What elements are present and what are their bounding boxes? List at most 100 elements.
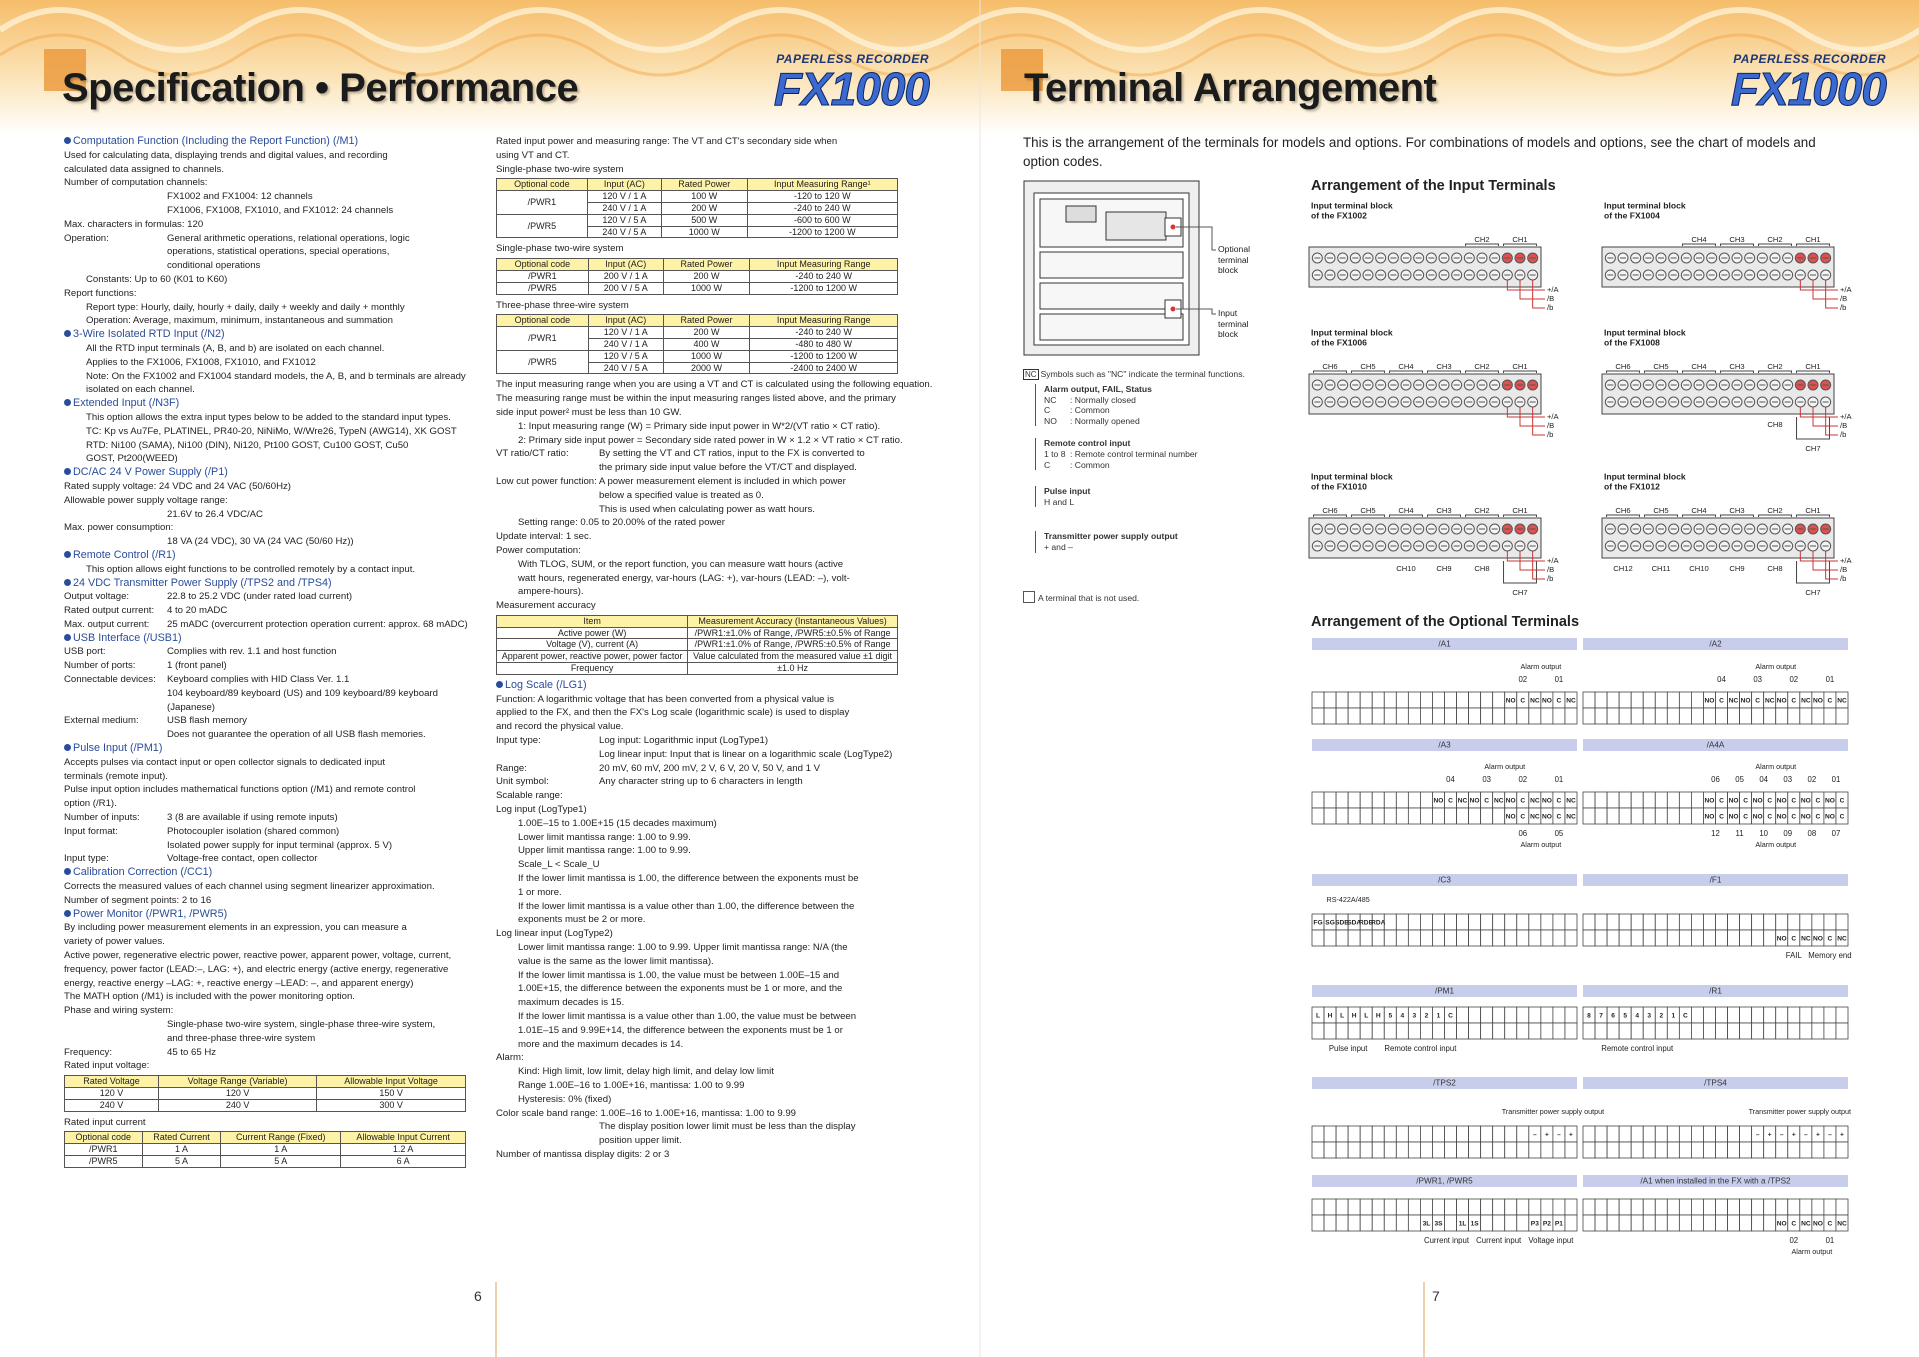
terminal-cell	[1618, 1198, 1632, 1216]
table-row: /PWR5 200 V / 5 A 1000 W -1200 to 1200 W	[496, 281, 898, 295]
terminal-label: C	[1791, 1220, 1796, 1227]
terminal-label: SG	[1325, 919, 1335, 926]
terminal-cell	[1715, 1022, 1728, 1040]
text-line: Single-phase two-wire system	[496, 163, 624, 175]
terminal-cell	[1504, 913, 1518, 931]
terminal-cell	[1407, 1214, 1421, 1232]
table-header-cell: Allowable Input Voltage	[316, 1075, 466, 1088]
terminal-cell	[1564, 1198, 1578, 1216]
text-line: ampere-hours).	[518, 586, 584, 598]
terminal-label: C	[1816, 797, 1821, 804]
terminal-cell	[1642, 691, 1656, 709]
terminal-label: NC	[1566, 813, 1576, 820]
terminal-cell	[1311, 1022, 1325, 1040]
terminal-label: NO	[1729, 797, 1739, 804]
panel-name: /PWR1, /PWR5	[1416, 1177, 1473, 1186]
terminal-label: NC	[1837, 935, 1847, 942]
terminal-label: 6	[1611, 1012, 1615, 1019]
legend-group-title: Remote control input	[1044, 438, 1131, 449]
channel-label: CH9	[1436, 564, 1451, 573]
terminal-cell	[1444, 1141, 1457, 1159]
text-line: If the lower limit mantissa is 1.00, the…	[518, 969, 840, 981]
terminal-cell	[1480, 1198, 1494, 1216]
terminal-cell	[1480, 1141, 1494, 1159]
text-line: Report functions:	[64, 287, 137, 299]
spec-label: External medium:	[64, 715, 139, 727]
table-cell: 120 V	[158, 1086, 318, 1100]
channel-bracket	[1427, 514, 1461, 517]
device-illustration	[1023, 180, 1216, 356]
signal-label: /B	[1547, 565, 1554, 574]
terminal-cell	[1492, 1022, 1506, 1040]
legend-group: Transmitter power supply output + and –	[1035, 531, 1253, 553]
table-header: Item Measurement Accuracy (Instantaneous …	[495, 614, 898, 628]
terminal-label: –	[1756, 1131, 1760, 1138]
terminal-cell	[1642, 791, 1656, 809]
terminal-cell	[1407, 913, 1421, 931]
table-header-cell: Input (AC)	[587, 314, 664, 328]
text-line: maximum decades is 15.	[518, 997, 625, 1009]
terminal-label: NO	[1753, 813, 1763, 820]
terminal-cell	[1480, 1214, 1494, 1232]
channel-label: CH3	[1729, 362, 1744, 371]
terminal-cell	[1456, 1141, 1469, 1159]
terminal-label: H	[1328, 1012, 1333, 1019]
table-header-cell: Input (AC)	[586, 178, 662, 192]
signal-leader	[1519, 551, 1545, 571]
bullet	[64, 330, 71, 338]
section: Rated input power and measuring range: T…	[496, 135, 899, 239]
terminal-cell	[1371, 807, 1385, 825]
terminal-cell	[1468, 1198, 1482, 1216]
spec-row: USB port: Complies with rev. 1.1 and host…	[64, 645, 466, 659]
section-heading: Log Scale (/LG1)	[496, 679, 898, 693]
terminal-cell	[1407, 1022, 1421, 1040]
terminal-label: NO	[1741, 697, 1751, 704]
terminal-cell	[1407, 807, 1421, 825]
terminal-cell	[1383, 791, 1397, 809]
signal-label: +/A	[1840, 412, 1853, 421]
group-label: 01	[1826, 675, 1835, 684]
text-line: Constants: Up to 60 (K01 to K60)	[86, 273, 228, 285]
text-line: If the lower limit mantissa is a value o…	[518, 900, 855, 912]
terminal-label: 3	[1647, 1012, 1651, 1019]
terminal-cell	[1678, 913, 1692, 931]
terminal-cell	[1528, 929, 1542, 947]
section: Calibration Correction (/CC1) Corrects th…	[64, 866, 466, 907]
spec-row: Unit symbol: Any character string up to 6…	[496, 775, 898, 789]
terminal-label: C	[1520, 697, 1525, 704]
terminal-cell	[1528, 1141, 1542, 1159]
terminal-cell	[1606, 791, 1620, 809]
terminal-cell	[1540, 1006, 1554, 1024]
channel-bracket	[1503, 370, 1537, 373]
group-caption: Alarm output	[1520, 662, 1561, 671]
terminal-label: NO	[1777, 813, 1787, 820]
legend-item: C: Common	[1044, 460, 1253, 471]
terminal-cell	[1420, 1022, 1433, 1040]
table-row: /PWR5 120 V / 5 A 500 W -600 to 600 W	[496, 213, 899, 239]
table-row: 240 V / 5 A 2000 W -2400 to 2400 W	[497, 361, 898, 375]
channel-bracket	[1796, 417, 1830, 440]
table-header: Optional code Rated Current Current Range …	[64, 1131, 466, 1145]
terminal-cell	[1371, 1141, 1385, 1159]
terminal-cell	[1323, 1198, 1337, 1216]
terminal-label: +	[1792, 1131, 1796, 1138]
terminal-cell	[1666, 913, 1680, 931]
channel-bracket	[1313, 370, 1347, 373]
section-heading: Calibration Correction (/CC1)	[64, 866, 466, 880]
table-cell: 1000 W	[662, 281, 751, 295]
spec-label: Connectable devices:	[64, 674, 156, 686]
terminal-cell	[1432, 691, 1445, 709]
spec-label: Operation:	[64, 232, 109, 244]
terminal-cell	[1703, 707, 1716, 725]
signal-leader	[1519, 407, 1545, 427]
terminal-cell	[1492, 1214, 1506, 1232]
channel-label: CH5	[1360, 362, 1375, 371]
text-line: TC: Kp vs Au7Fe, PLATINEL, PR40-20, NiNi…	[86, 425, 457, 437]
channel-label: CH10	[1396, 564, 1415, 573]
terminal-label: C	[1557, 813, 1562, 820]
terminal-cell	[1618, 1141, 1632, 1159]
terminal-label: NO	[1813, 1220, 1823, 1227]
terminal-cell	[1654, 1141, 1668, 1159]
table-header-cell: Rated Power	[660, 178, 748, 192]
terminal-label: H	[1352, 1012, 1357, 1019]
